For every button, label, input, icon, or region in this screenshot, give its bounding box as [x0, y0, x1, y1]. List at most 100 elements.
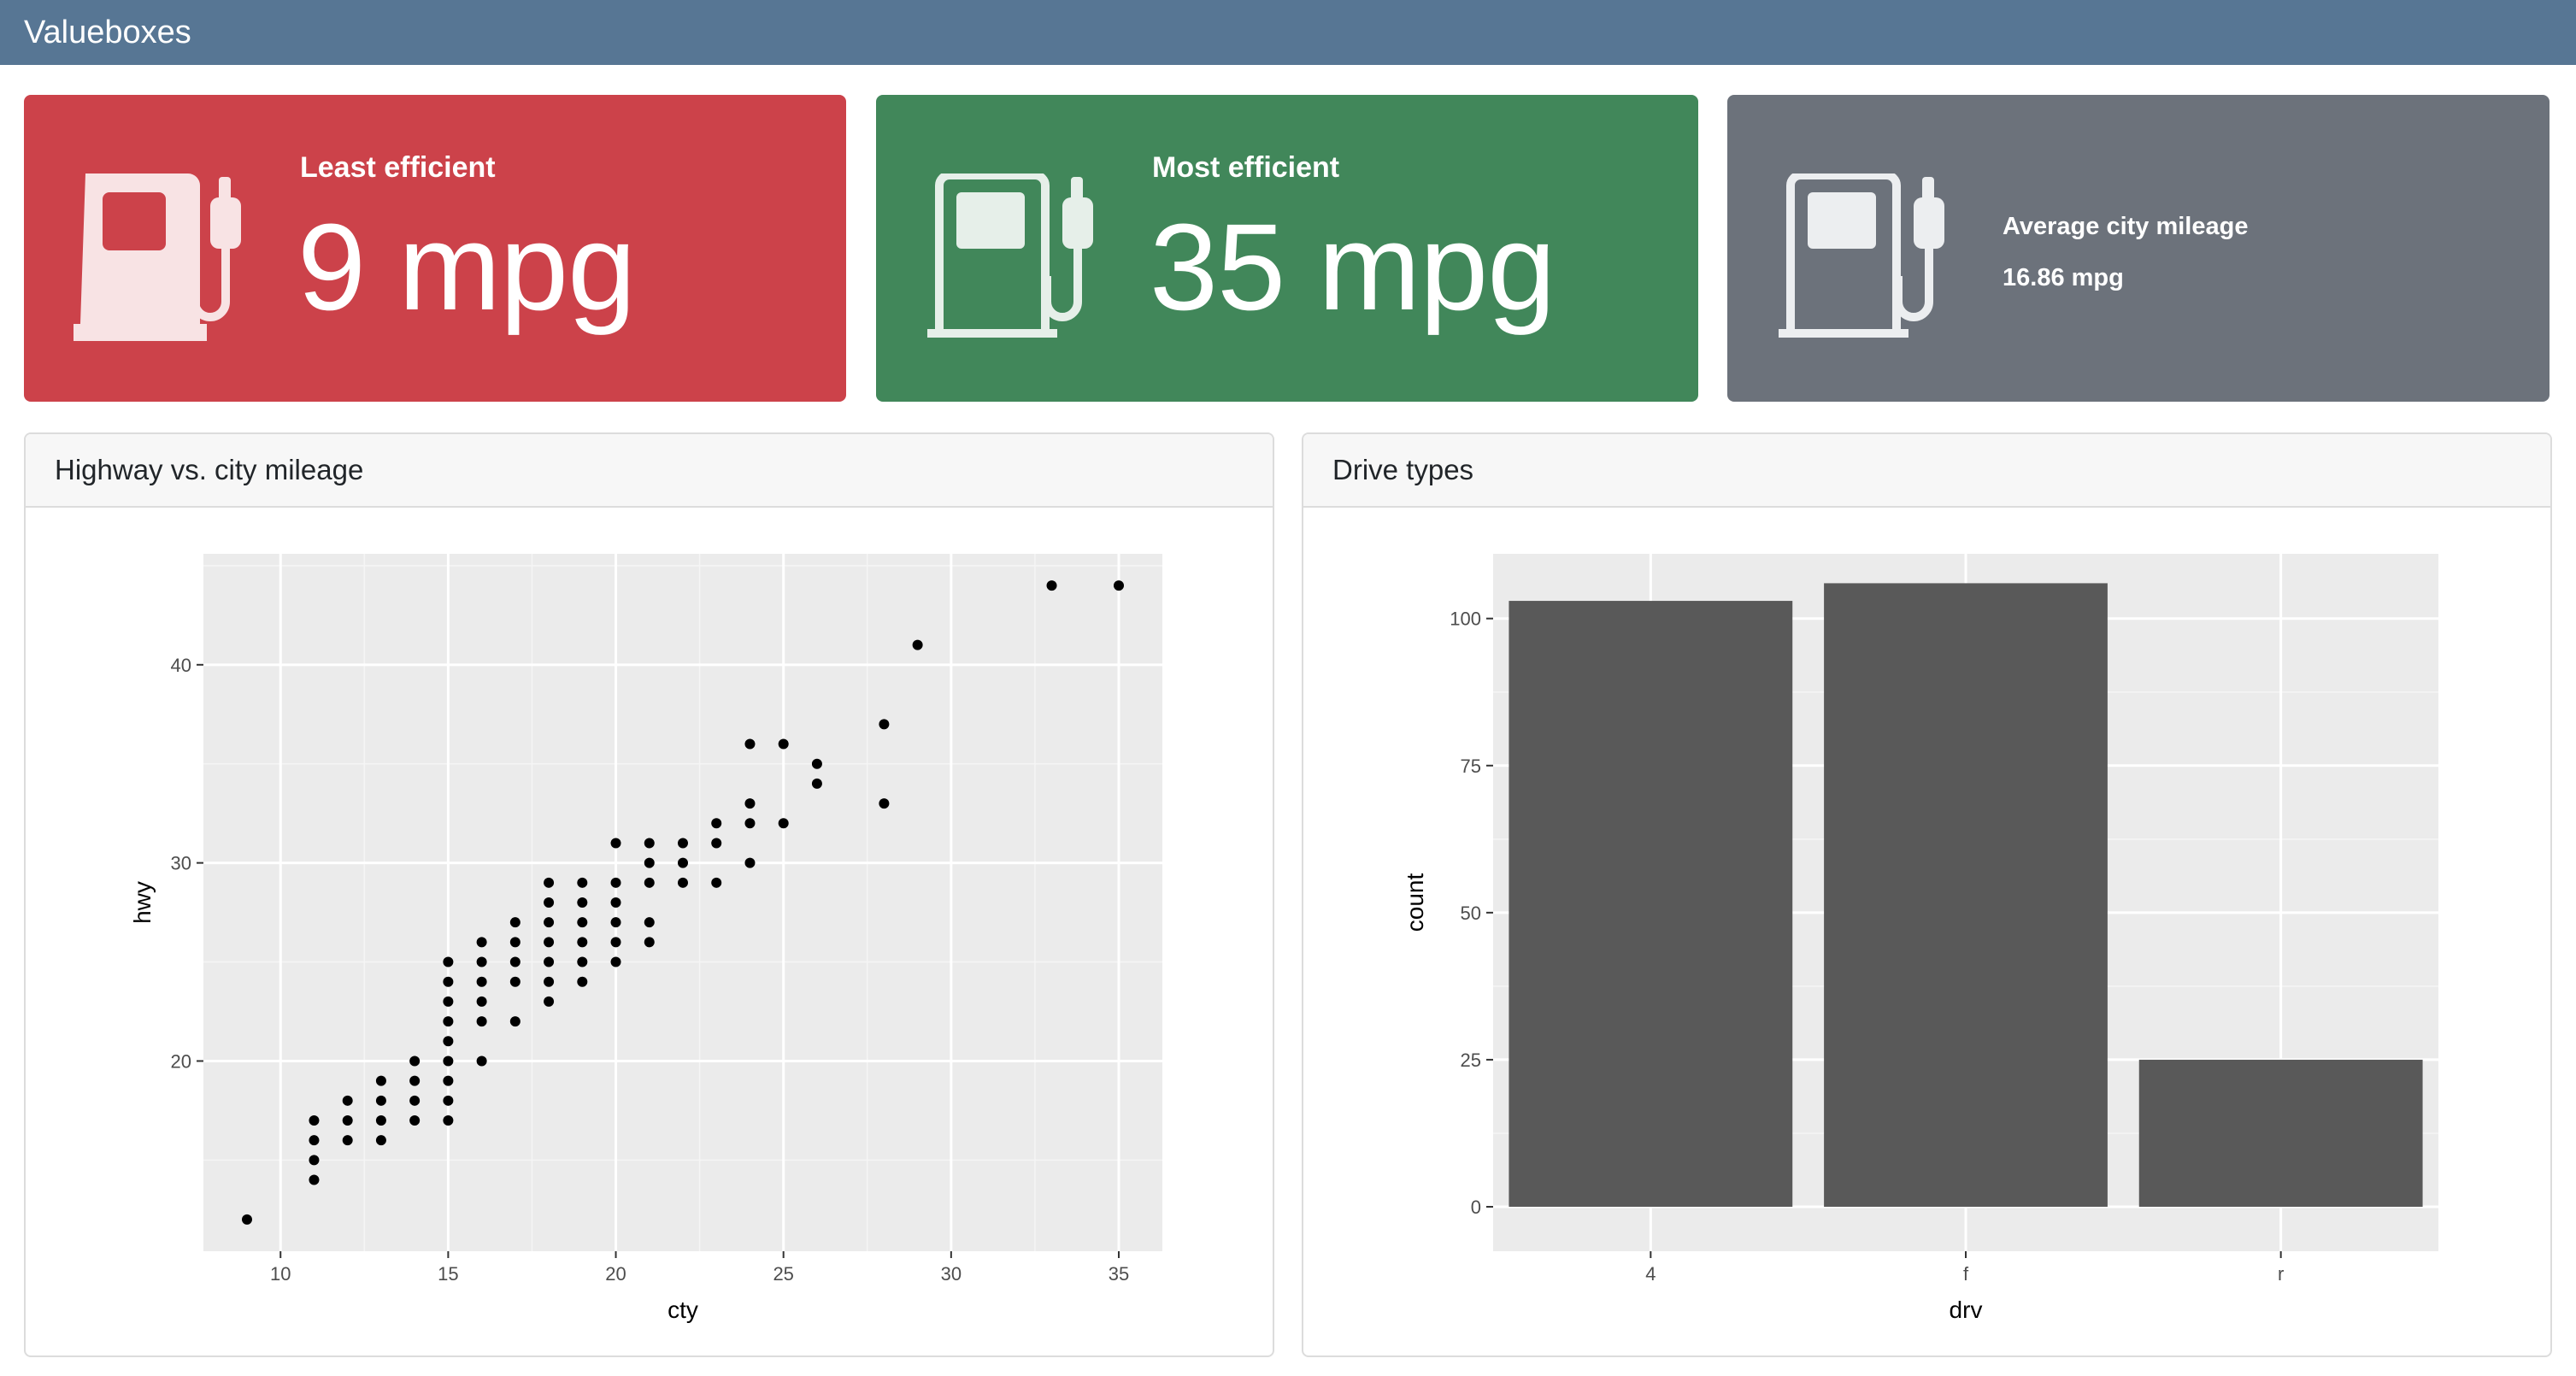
scatter-point [744, 798, 756, 809]
scatter-point [678, 838, 688, 849]
x-tick-label: 10 [270, 1263, 291, 1285]
scatter-point [443, 1056, 454, 1067]
y-tick-label: 30 [171, 853, 191, 874]
scatter-point [610, 877, 621, 888]
x-tick-label: 20 [605, 1263, 626, 1285]
scatter-point [509, 937, 520, 948]
scatter-point [342, 1095, 353, 1106]
valuebox-value: 16.86 mpg [2003, 264, 2124, 291]
x-tick-label: f [1963, 1263, 1969, 1285]
scatter-point [409, 1115, 421, 1126]
scatter-point [443, 1016, 454, 1027]
scatter-point [1114, 580, 1124, 591]
valuebox-least-efficient: Least efficient 9 mpg [24, 95, 846, 402]
scatter-point [577, 976, 588, 987]
scatter-point [309, 1135, 320, 1146]
scatter-point [544, 937, 555, 948]
scatter-point [778, 818, 789, 829]
y-axis-label: count [1402, 873, 1428, 932]
scatter-point [610, 937, 621, 948]
scatter-point [476, 976, 487, 987]
scatter-point [811, 758, 822, 769]
scatter-chart: 10 15 20 25 30 35 20 30 40 cty hwy [129, 554, 1162, 1323]
y-axis-label: hwy [129, 881, 156, 924]
scatter-point [544, 877, 555, 888]
valuebox-average-city-mileage: Average city mileage 16.86 mpg [1727, 95, 2550, 402]
scatter-point [544, 956, 555, 967]
x-axis-label: drv [1950, 1297, 1983, 1323]
scatter-point [610, 956, 621, 967]
scatter-point [409, 1075, 421, 1086]
y-tick-label: 100 [1450, 609, 1481, 630]
scatter-point [644, 937, 655, 948]
valuebox-value: 35 mpg [1150, 198, 1556, 336]
scatter-point [644, 838, 655, 849]
scatter-point [879, 798, 890, 809]
scatter-point [476, 1016, 487, 1027]
navbar-title: Valueboxes [24, 14, 191, 50]
y-tick-label: 75 [1461, 756, 1481, 777]
x-tick-label: 15 [438, 1263, 458, 1285]
scatter-point [375, 1095, 386, 1106]
scatter-point [509, 1016, 520, 1027]
scatter-point [879, 719, 890, 730]
scatter-point [678, 857, 688, 868]
scatter-point [544, 976, 555, 987]
scatter-point [309, 1155, 320, 1166]
scatter-point [443, 1075, 454, 1086]
x-tick-label: 35 [1109, 1263, 1129, 1285]
bar-4 [1509, 601, 1793, 1207]
scatter-point [443, 1095, 454, 1106]
scatter-point [509, 956, 520, 967]
scatter-point [476, 996, 487, 1007]
card-title: Highway vs. city mileage [26, 434, 1273, 508]
scatter-point [577, 917, 588, 928]
y-tick-label: 50 [1461, 903, 1481, 924]
scatter-point [476, 956, 487, 967]
navbar: Valueboxes [0, 0, 2576, 65]
valuebox-title: Most efficient [1152, 151, 1340, 184]
bar-chart: 0 25 50 75 100 4 f r drv count [1402, 554, 2438, 1323]
scatter-point [443, 1036, 454, 1047]
card-title: Drive types [1303, 434, 2550, 508]
scatter-point [476, 1056, 487, 1067]
scatter-point [1046, 580, 1057, 591]
x-tick-label: r [2278, 1263, 2284, 1285]
card-highway-vs-city: Highway vs. city mileage 10 15 20 25 30 35 20 3… [24, 432, 1274, 1357]
scatter-point [644, 877, 655, 888]
fuel-pump-icon [927, 173, 1093, 338]
bar-f [1824, 583, 2108, 1207]
fuel-pump-icon [1779, 173, 1944, 338]
x-tick-label: 25 [773, 1263, 793, 1285]
scatter-point [610, 917, 621, 928]
x-tick-label: 4 [1645, 1263, 1656, 1285]
scatter-point [443, 996, 454, 1007]
scatter-point [342, 1135, 353, 1146]
scatter-point [610, 897, 621, 908]
scatter-point [711, 818, 722, 829]
scatter-point [409, 1056, 421, 1067]
x-tick-label: 30 [941, 1263, 962, 1285]
scatter-point [711, 838, 722, 849]
scatter-point [744, 818, 756, 829]
scatter-point [577, 877, 588, 888]
card-drive-types: Drive types 0 25 50 75 100 4 f r drv count [1302, 432, 2552, 1357]
scatter-point [912, 639, 923, 650]
scatter-point [577, 937, 588, 948]
scatter-point [744, 857, 756, 868]
bar-r [2138, 1059, 2423, 1207]
scatter-point [509, 917, 520, 928]
scatter-point [610, 838, 621, 849]
scatter-point [644, 917, 655, 928]
scatter-point [577, 956, 588, 967]
scatter-point [309, 1174, 320, 1185]
scatter-point [577, 897, 588, 908]
valuebox-title: Least efficient [300, 151, 496, 184]
fuel-pump-icon [74, 173, 241, 341]
scatter-point [309, 1115, 320, 1126]
y-tick-label: 25 [1461, 1050, 1481, 1071]
scatter-point [375, 1075, 386, 1086]
scatter-point [443, 1115, 454, 1126]
scatter-point [744, 738, 756, 750]
scatter-point [711, 877, 722, 888]
